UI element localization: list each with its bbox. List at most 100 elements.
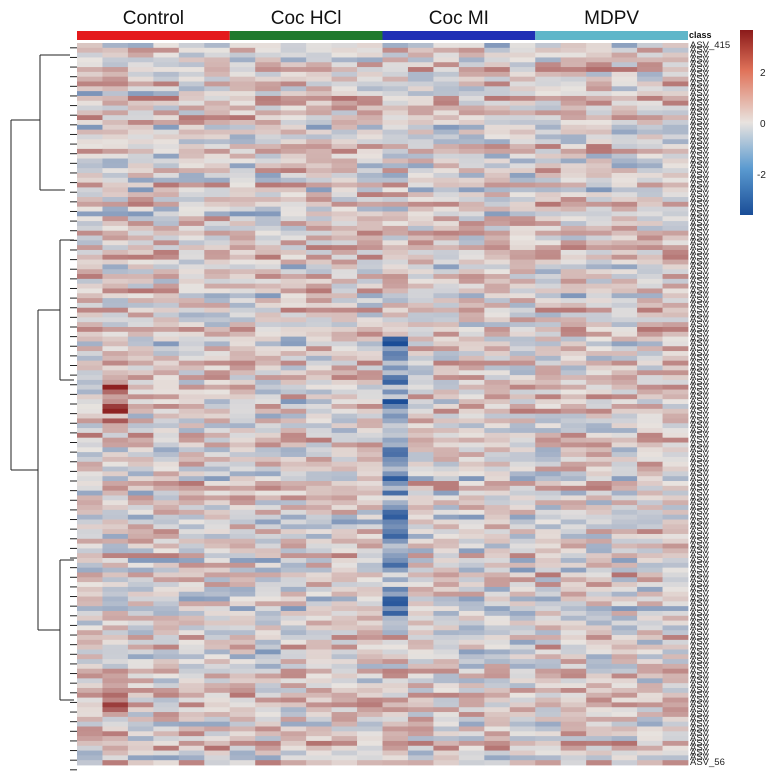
heatmap-cell: [102, 62, 129, 68]
heatmap-cell: [280, 543, 307, 549]
heatmap-cell: [77, 668, 103, 674]
heatmap-cell: [611, 71, 638, 78]
heatmap-cell: [611, 312, 638, 318]
heatmap-cell: [586, 500, 613, 506]
heatmap-cell: [178, 312, 205, 318]
heatmap-cell: [255, 399, 282, 405]
heatmap-cell: [382, 399, 409, 405]
heatmap-cell: [255, 586, 282, 593]
heatmap-cell: [611, 509, 638, 516]
heatmap-cell: [77, 52, 103, 58]
heatmap-cell: [509, 225, 536, 232]
heatmap-cell: [535, 288, 562, 294]
heatmap-cell: [331, 659, 358, 665]
heatmap-cell: [127, 495, 154, 501]
heatmap-cell: [77, 620, 103, 626]
heatmap-cell: [127, 586, 154, 593]
heatmap-cell: [255, 177, 282, 183]
heatmap-cell: [535, 558, 562, 564]
heatmap-cell: [280, 673, 307, 679]
heatmap-cell: [662, 562, 689, 569]
heatmap-cell: [255, 307, 282, 313]
heatmap-cell: [535, 567, 562, 573]
heatmap-cell: [611, 447, 638, 453]
heatmap-cell: [229, 428, 256, 434]
heatmap-cell: [662, 413, 689, 419]
heatmap-cell: [433, 206, 460, 212]
heatmap-cell: [102, 384, 129, 390]
heatmap-cell: [509, 615, 536, 621]
heatmap-cell: [662, 678, 689, 684]
heatmap-cell: [560, 505, 587, 511]
heatmap-cell: [484, 461, 511, 467]
heatmap-cell: [204, 394, 231, 400]
heatmap-cell: [306, 225, 332, 232]
heatmap-cell: [178, 461, 205, 467]
heatmap-cell: [586, 163, 613, 169]
heatmap-cell: [458, 365, 485, 371]
heatmap-cell: [484, 81, 511, 87]
heatmap-cell: [204, 697, 231, 703]
heatmap-cell: [509, 529, 536, 535]
heatmap-cell: [102, 274, 129, 280]
heatmap-cell: [280, 500, 307, 506]
heatmap-cell: [458, 591, 485, 597]
heatmap-cell: [306, 187, 332, 193]
heatmap-cell: [586, 230, 613, 236]
heatmap-cell: [331, 312, 358, 318]
heatmap-cell: [586, 283, 613, 289]
heatmap-cell: [280, 336, 307, 342]
heatmap-cell: [662, 553, 689, 559]
heatmap-cell: [611, 740, 638, 747]
heatmap-cell: [77, 47, 103, 54]
heatmap-cell: [357, 197, 383, 203]
heatmap-cell: [611, 408, 638, 415]
heatmap-cell: [178, 322, 205, 328]
heatmap-cell: [535, 509, 562, 516]
row-label: ASV: [690, 478, 710, 489]
heatmap-cell: [357, 153, 383, 159]
heatmap-cell: [560, 346, 587, 352]
heatmap-cell: [178, 721, 205, 727]
heatmap-cell: [560, 524, 587, 530]
heatmap-cell: [560, 697, 587, 703]
heatmap-cell: [458, 148, 485, 155]
heatmap-cell: [458, 509, 485, 516]
heatmap-cell: [382, 471, 409, 477]
heatmap-cell: [662, 172, 689, 179]
heatmap-cell: [586, 668, 613, 674]
heatmap-cell: [127, 283, 154, 289]
heatmap-cell: [433, 91, 460, 97]
heatmap-cell: [127, 86, 154, 92]
heatmap-cell: [204, 351, 231, 357]
heatmap-cell: [229, 52, 256, 58]
heatmap-cell: [535, 177, 562, 183]
heatmap-cell: [153, 601, 180, 607]
heatmap-cell: [178, 43, 205, 49]
row-label: ASV: [690, 651, 710, 662]
row-label: ASV: [690, 680, 710, 691]
heatmap-cell: [586, 760, 613, 766]
heatmap-cell: [77, 745, 103, 751]
heatmap-cell: [331, 360, 358, 366]
heatmap-cell: [382, 755, 409, 761]
heatmap-cell: [611, 346, 638, 352]
heatmap-cell: [331, 302, 358, 309]
heatmap-cell: [331, 716, 358, 723]
heatmap-cell: [611, 264, 638, 270]
heatmap-cell: [611, 211, 638, 217]
heatmap-cell: [255, 731, 282, 737]
heatmap-cell: [331, 683, 358, 689]
heatmap-cell: [535, 447, 562, 453]
heatmap-cell: [153, 269, 180, 275]
heatmap-cell: [586, 375, 613, 381]
heatmap-cell: [306, 399, 332, 405]
heatmap-cell: [407, 639, 434, 646]
heatmap-cell: [637, 659, 663, 665]
heatmap-cell: [560, 649, 587, 655]
heatmap-cell: [433, 134, 460, 140]
heatmap-cell: [178, 288, 205, 294]
heatmap-cell: [509, 755, 536, 761]
heatmap-cell: [535, 644, 562, 650]
heatmap-cell: [662, 370, 689, 376]
